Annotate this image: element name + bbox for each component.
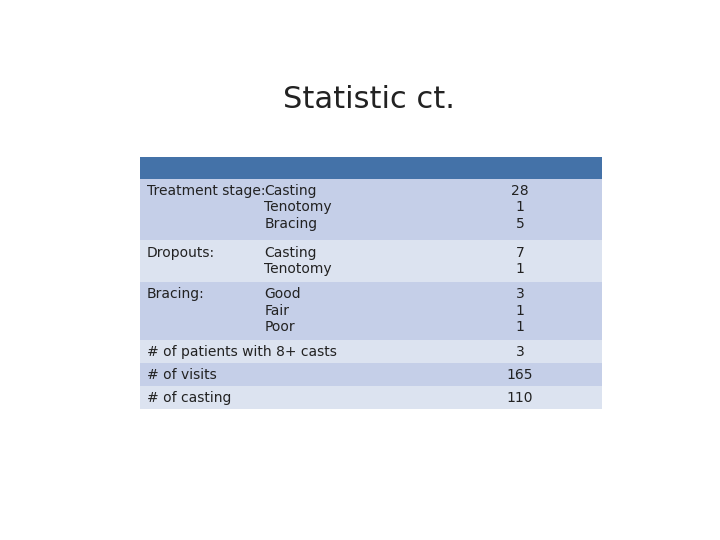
Text: Good
Fair
Poor: Good Fair Poor [264, 287, 301, 334]
Text: Casting
Tenotomy: Casting Tenotomy [264, 246, 332, 276]
Bar [438, 363, 601, 386]
Bar [140, 363, 438, 386]
Bar [140, 282, 438, 340]
Bar [438, 282, 601, 340]
Text: # of patients with 8+ casts: # of patients with 8+ casts [147, 345, 336, 359]
Bar [140, 340, 438, 363]
Text: 7
1: 7 1 [516, 246, 525, 276]
Bar [438, 179, 601, 240]
Text: 3: 3 [516, 345, 524, 359]
Text: Casting
Tenotomy
Bracing: Casting Tenotomy Bracing [264, 184, 332, 231]
Bar [140, 157, 438, 179]
Bar [140, 240, 438, 282]
Bar [438, 157, 601, 179]
Text: 28
1
5: 28 1 5 [511, 184, 529, 231]
Text: Statistic ct.: Statistic ct. [283, 85, 455, 114]
Text: Bracing:: Bracing: [147, 287, 204, 301]
Text: Treatment stage:: Treatment stage: [147, 184, 265, 198]
Bar [140, 179, 438, 240]
Text: # of visits: # of visits [147, 368, 216, 382]
Text: 165: 165 [507, 368, 534, 382]
Bar [140, 386, 438, 409]
Text: 3
1
1: 3 1 1 [516, 287, 525, 334]
Bar [438, 340, 601, 363]
Text: Dropouts:: Dropouts: [147, 246, 215, 260]
Text: # of casting: # of casting [147, 392, 231, 406]
Bar [438, 240, 601, 282]
Bar [438, 386, 601, 409]
Text: 110: 110 [507, 392, 534, 406]
